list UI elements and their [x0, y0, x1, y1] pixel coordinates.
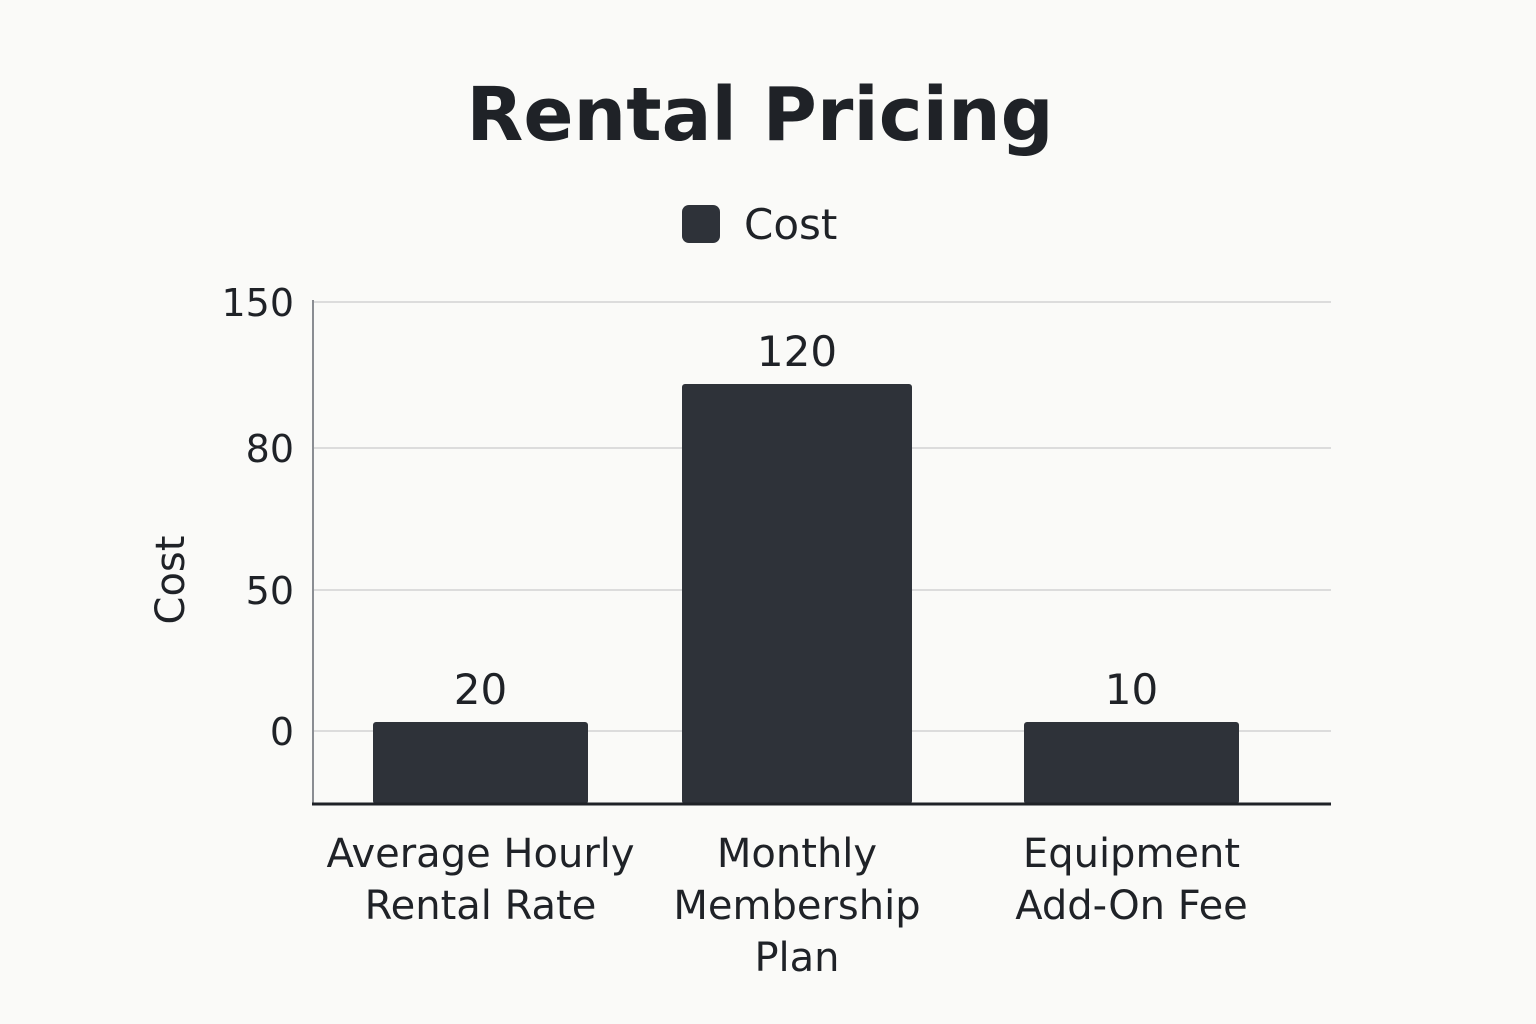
data-label: 120: [757, 327, 837, 376]
x-category-label: Monthly: [717, 831, 877, 877]
legend-label: Cost: [744, 200, 837, 249]
y-tick-label: 0: [270, 710, 294, 754]
y-tick-label: 50: [246, 569, 294, 613]
data-labels: 20 120 10: [454, 327, 1158, 714]
bar: [1024, 722, 1239, 804]
bars: [373, 384, 1239, 804]
data-label: 10: [1105, 665, 1158, 714]
x-category-label: Add-On Fee: [1015, 883, 1248, 929]
x-category-label: Plan: [754, 935, 839, 981]
bar: [373, 722, 588, 804]
x-category-label: Rental Rate: [365, 883, 597, 929]
y-tick-labels: 150 80 50 0: [221, 281, 294, 754]
y-axis-label: Cost: [148, 536, 194, 625]
legend-swatch: [682, 205, 720, 243]
x-category-label: Average Hourly: [326, 831, 634, 877]
y-tick-label: 80: [246, 427, 294, 471]
bar: [682, 384, 912, 804]
legend: Cost: [682, 200, 837, 249]
x-category-labels: Average Hourly Rental Rate Monthly Membersh…: [326, 831, 1247, 981]
x-category-label: Equipment: [1023, 831, 1240, 877]
x-category-label: Membership: [673, 883, 920, 929]
y-tick-label: 150: [221, 281, 294, 325]
chart-title: Rental Pricing: [466, 72, 1053, 158]
data-label: 20: [454, 665, 507, 714]
